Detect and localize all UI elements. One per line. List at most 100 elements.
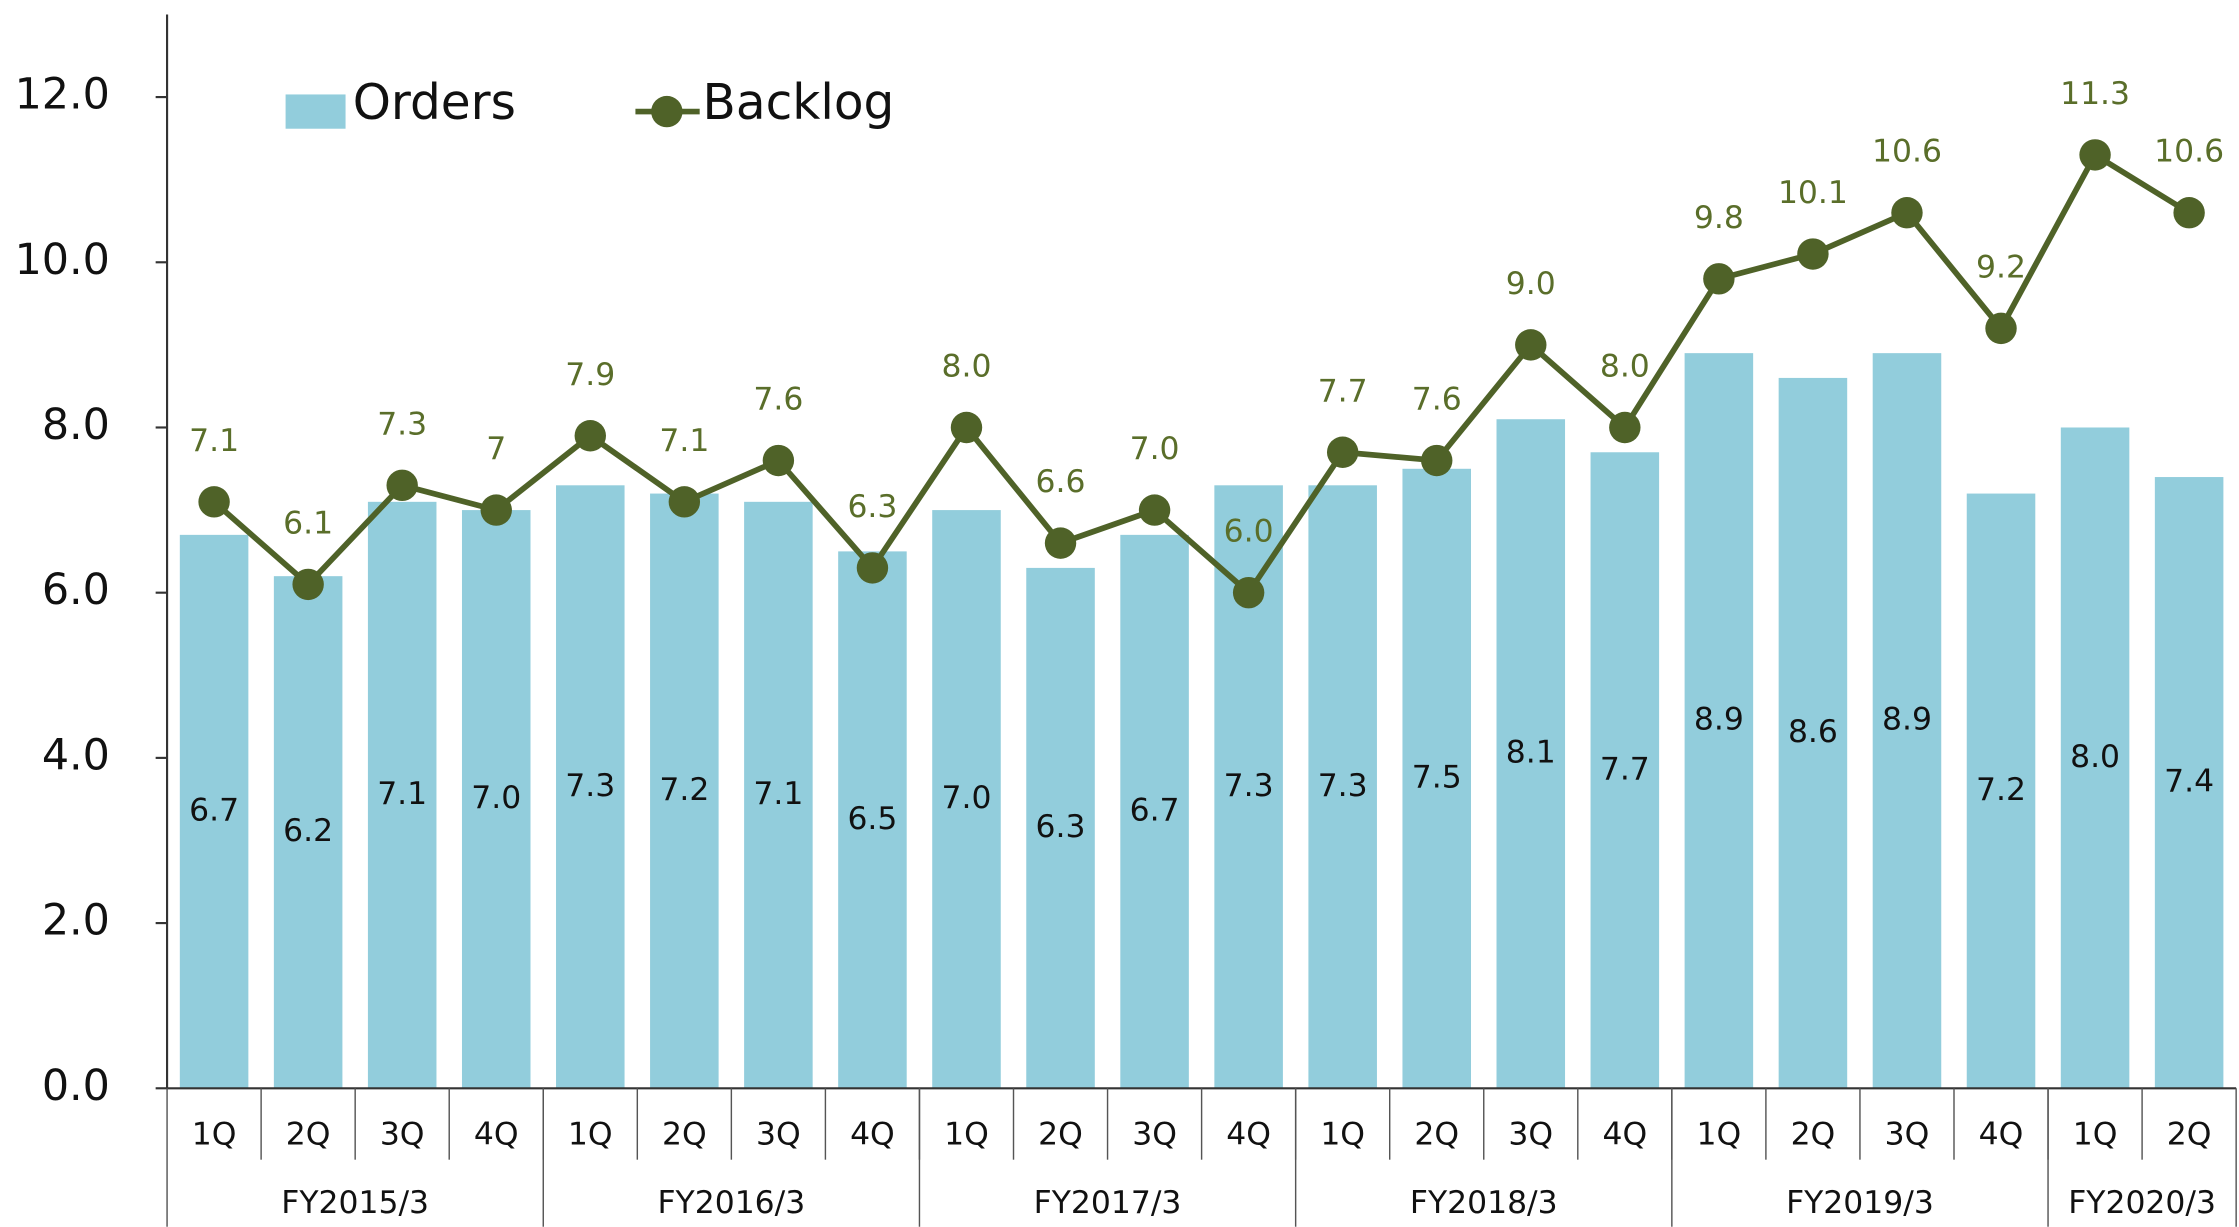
- bar: [461, 510, 531, 1089]
- line-value-label: 6.0: [1224, 514, 1274, 550]
- bar-value-label: 7.3: [1224, 768, 1274, 804]
- bar: [1026, 567, 1095, 1089]
- bar: [1872, 353, 1942, 1089]
- line-marker: [1891, 197, 1923, 229]
- line-value-label: 9.2: [1976, 249, 2026, 285]
- x-tick-label: 2Q: [286, 1116, 331, 1152]
- bar: [2060, 427, 2130, 1089]
- bar-value-label: 6.7: [189, 793, 239, 829]
- line-marker: [1703, 263, 1735, 295]
- bar-value-label: 6.2: [283, 813, 333, 849]
- x-tick-label: 2Q: [662, 1116, 707, 1152]
- line-value-label: 7.7: [1318, 373, 1368, 409]
- x-tick-label: 1Q: [2073, 1116, 2118, 1152]
- line-marker: [2079, 139, 2111, 171]
- line-value-label: 7.1: [659, 423, 709, 459]
- line-marker: [1326, 436, 1359, 468]
- line-value-label: 7.9: [565, 357, 615, 393]
- bar-value-label: 8.1: [1506, 735, 1556, 771]
- line-marker: [1985, 312, 2017, 345]
- x-tick-label: 1Q: [192, 1116, 237, 1152]
- line-value-label: 11.3: [2060, 76, 2130, 112]
- bar-value-label: 7.3: [565, 768, 615, 804]
- line-marker: [198, 486, 230, 518]
- line-marker: [1044, 527, 1077, 559]
- line-marker: [1138, 494, 1171, 526]
- bar-value-label: 8.9: [1882, 702, 1932, 738]
- x-tick-label: 3Q: [1508, 1116, 1553, 1152]
- x-tick-label: 1Q: [1697, 1116, 1742, 1152]
- line-marker: [1232, 576, 1265, 609]
- x-tick-label: 3Q: [380, 1116, 425, 1152]
- y-tick-label: 2.0: [42, 896, 110, 946]
- legend-label: Backlog: [703, 75, 895, 131]
- line-marker: [480, 494, 512, 526]
- line-marker: [668, 486, 701, 518]
- line-value-label: 6.3: [847, 489, 897, 525]
- y-tick-label: 4.0: [42, 730, 110, 780]
- line-value-label: 6.6: [1036, 464, 1086, 500]
- line-marker: [574, 420, 606, 452]
- line-value-label: 9.0: [1506, 266, 1556, 302]
- line-marker: [1609, 411, 1641, 444]
- bar-value-label: 7.0: [471, 780, 521, 816]
- line-value-label: 7.6: [753, 382, 803, 418]
- x-tick-label: 1Q: [568, 1116, 613, 1152]
- line-value-label: 7: [486, 431, 506, 467]
- bar-value-label: 7.3: [1318, 768, 1368, 804]
- bar-value-label: 7.2: [1976, 772, 2026, 808]
- bar: [1402, 468, 1471, 1089]
- bar-value-label: 8.0: [2070, 739, 2120, 775]
- x-tick-label: 1Q: [1320, 1116, 1365, 1152]
- bar: [1496, 419, 1566, 1089]
- bar-value-label: 7.1: [753, 776, 803, 812]
- bar: [650, 493, 719, 1089]
- line-value-label: 7.0: [1130, 431, 1180, 467]
- group-label: FY2019/3: [1786, 1185, 1934, 1221]
- bar: [1778, 377, 1848, 1089]
- line-value-label: 9.8: [1694, 200, 1744, 236]
- bar: [1966, 493, 2036, 1089]
- group-label: FY2018/3: [1410, 1185, 1558, 1221]
- bar-value-label: 6.5: [847, 801, 897, 837]
- legend-swatch: [285, 94, 346, 129]
- line-value-label: 10.6: [1872, 134, 1942, 170]
- y-tick-label: 0.0: [42, 1061, 110, 1111]
- bar: [838, 551, 907, 1089]
- line-marker: [292, 568, 324, 601]
- group-label: FY2020/3: [2068, 1185, 2216, 1221]
- bar: [1308, 485, 1377, 1089]
- line-value-label: 7.6: [1412, 382, 1462, 418]
- x-tick-label: 3Q: [1885, 1116, 1930, 1152]
- bar: [744, 501, 813, 1089]
- bar: [273, 576, 343, 1089]
- line-marker: [1421, 444, 1453, 477]
- bar: [2154, 477, 2224, 1089]
- x-tick-label: 2Q: [1038, 1116, 1083, 1152]
- bar: [932, 510, 1001, 1089]
- bar-value-label: 7.2: [659, 772, 709, 808]
- x-tick-label: 2Q: [1791, 1116, 1836, 1152]
- x-tick-label: 1Q: [944, 1116, 989, 1152]
- line-value-label: 8.0: [1600, 349, 1650, 385]
- y-tick-label: 12.0: [15, 70, 110, 120]
- bar-value-label: 6.7: [1130, 793, 1180, 829]
- x-tick-label: 4Q: [1226, 1116, 1271, 1152]
- line-value-label: 8.0: [942, 349, 992, 385]
- line-value-label: 6.1: [283, 505, 333, 541]
- line-marker: [950, 411, 983, 444]
- bar-value-label: 7.5: [1412, 760, 1462, 796]
- line-value-label: 7.1: [189, 423, 239, 459]
- x-tick-label: 2Q: [2167, 1116, 2212, 1152]
- bar-value-label: 7.7: [1600, 751, 1650, 787]
- line-marker: [386, 469, 418, 502]
- bar-value-label: 6.3: [1036, 809, 1086, 845]
- y-tick-label: 8.0: [42, 400, 110, 450]
- bar-value-label: 7.4: [2164, 764, 2214, 800]
- bar-value-label: 8.9: [1694, 702, 1744, 738]
- x-tick-label: 4Q: [474, 1116, 519, 1152]
- line-marker: [856, 552, 889, 584]
- x-tick-label: 4Q: [1979, 1116, 2024, 1152]
- y-tick-label: 10.0: [15, 235, 110, 285]
